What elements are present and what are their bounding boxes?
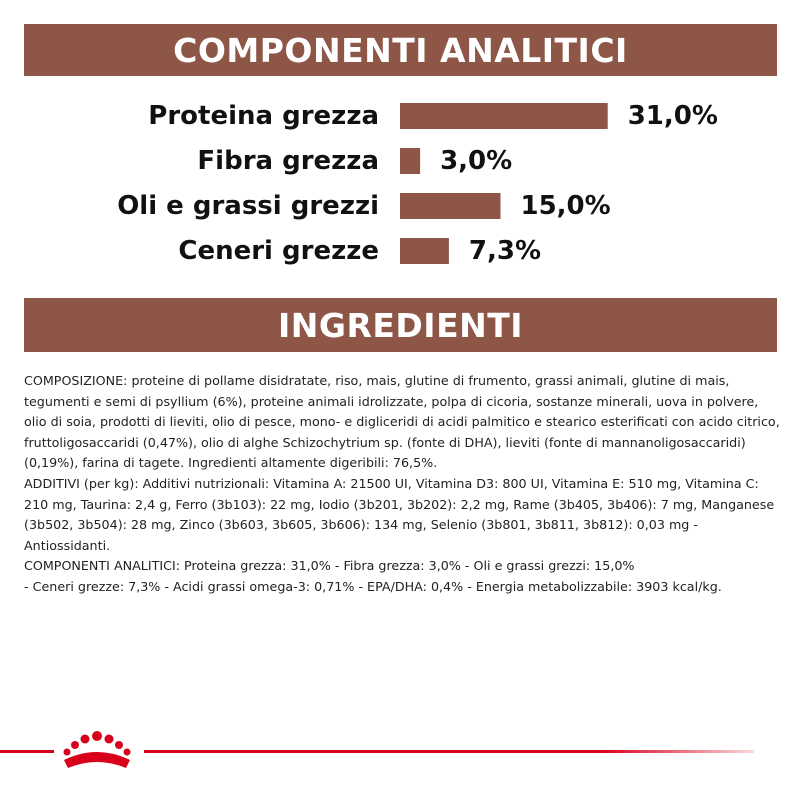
analytical-components-line-2: - Ceneri grezze: 7,3% - Acidi grassi ome…	[24, 578, 722, 594]
bar	[400, 238, 449, 264]
category-label: Fibra grezza	[197, 146, 379, 176]
additives-paragraph: ADDITIVI (per kg): Additivi nutrizionali…	[24, 475, 775, 553]
analytics-bar-chart: Proteina grezza 31,0% Fibra grezza 3,0% Oli …	[117, 101, 718, 266]
analytical-components-line-1: COMPONENTI ANALITICI: Proteina grezza: 3…	[24, 558, 635, 574]
category-label: Oli e grassi grezzi	[117, 191, 379, 221]
footer-divider	[144, 750, 754, 753]
analytics-header: COMPONENTI ANALITICI	[24, 24, 777, 76]
value-label: 15,0%	[521, 191, 611, 221]
bar	[400, 148, 421, 174]
bar	[400, 193, 501, 219]
value-label: 3,0%	[440, 146, 512, 176]
crown-icon	[63, 731, 131, 768]
footer-divider-left	[0, 750, 54, 753]
ingredients-header: INGREDIENTI	[24, 298, 777, 352]
category-label: Proteina grezza	[148, 101, 379, 131]
value-label: 7,3%	[469, 236, 541, 266]
composition-paragraph: COMPOSIZIONE: proteine di pollame disidr…	[24, 373, 780, 471]
ingredients-header-title: INGREDIENTI	[277, 305, 524, 345]
ingredients-text: COMPOSIZIONE: proteine di pollame disidr…	[24, 371, 784, 598]
value-label: 31,0%	[628, 101, 718, 131]
category-label: Ceneri grezze	[178, 236, 379, 266]
bar	[400, 103, 608, 129]
analytics-header-title: COMPONENTI ANALITICI	[173, 30, 628, 70]
